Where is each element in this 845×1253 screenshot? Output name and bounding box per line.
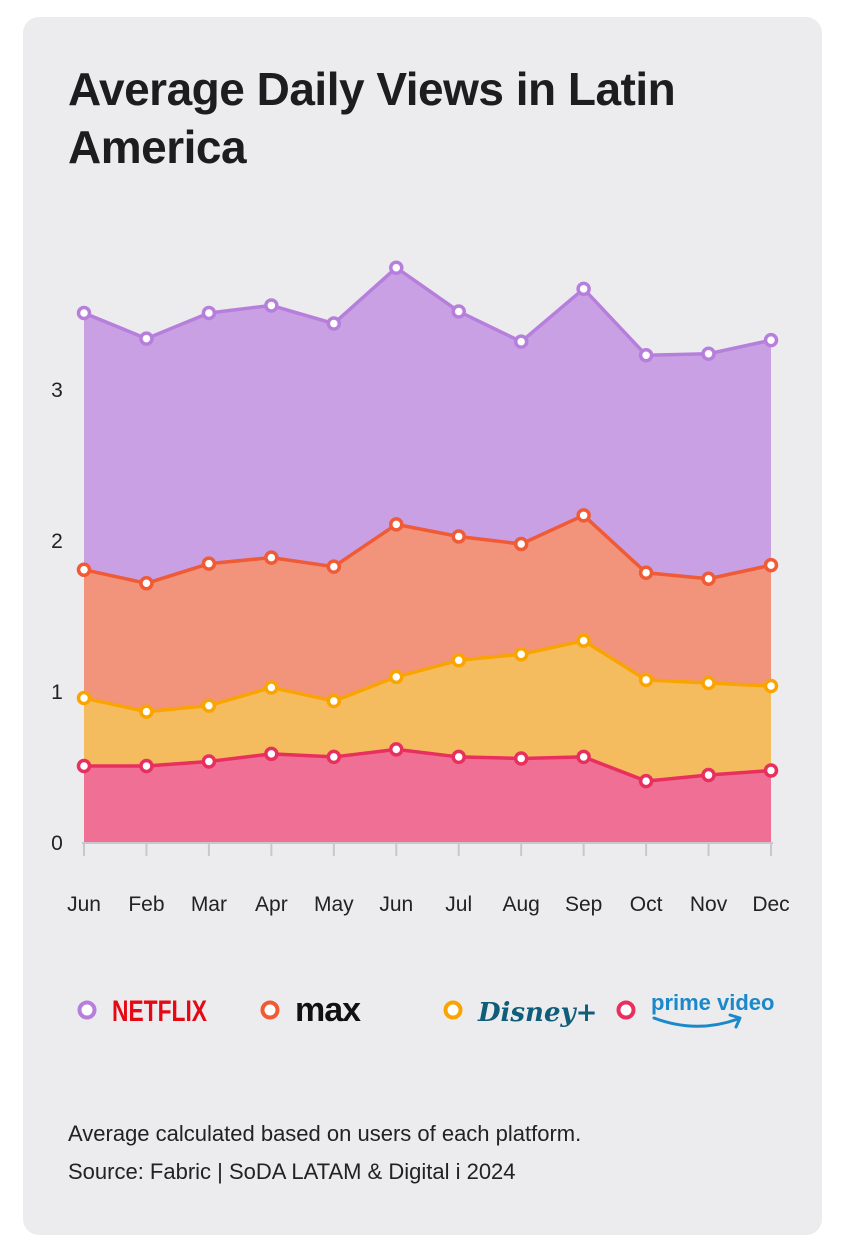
source-note: Source: Fabric | SoDA LATAM & Digital i … [68, 1159, 516, 1184]
legend-item-disney: Disney+ [443, 998, 597, 1028]
line-prime-video [84, 747, 772, 783]
point-disney [451, 653, 466, 668]
point-max [76, 562, 92, 577]
line-disney [83, 638, 772, 714]
y-tick-label: 1 [51, 681, 63, 704]
legend-marker [616, 1000, 636, 1020]
point-disney [389, 669, 404, 685]
point-prime-video [326, 749, 342, 765]
area-prime-video [84, 749, 771, 843]
legend-label: NETFLIX [112, 995, 207, 1028]
point-max [326, 559, 342, 574]
point-prime-video [264, 746, 279, 762]
point-netflix [513, 334, 529, 349]
point-netflix [76, 305, 92, 321]
point-max [763, 557, 779, 573]
point-prime-video [513, 751, 529, 766]
data-points [76, 260, 779, 789]
point-prime-video [451, 749, 466, 765]
y-tick-label: 3 [51, 379, 63, 402]
area-netflix [84, 267, 771, 584]
arrow-head-icon [728, 1013, 742, 1029]
legend-item-prime-video: prime video [616, 990, 774, 1029]
legend-item-max: max [260, 991, 362, 1029]
x-tick-label: May [314, 893, 354, 916]
point-disney [201, 698, 217, 713]
x-tick-label: Jun [379, 893, 413, 916]
x-axis-ticks: Jun Feb Mar Apr May Jun Jul Aug Sep Oct Nov Dec [67, 893, 790, 916]
point-prime-video [139, 758, 154, 774]
legend-label: max [295, 991, 361, 1029]
x-tick-label: Nov [690, 893, 728, 916]
point-disney [513, 647, 529, 662]
footnote: Average calculated based on users of eac… [68, 1121, 582, 1146]
point-netflix [201, 305, 217, 321]
point-max [638, 565, 654, 580]
point-netflix [638, 348, 654, 363]
y-tick-label: 0 [51, 832, 63, 855]
point-max [576, 508, 591, 523]
point-netflix [389, 260, 404, 275]
x-tick-label: Jun [67, 893, 101, 916]
legend: NETFLIX max Disney+ prime video [77, 990, 774, 1029]
legend-marker [260, 1000, 280, 1020]
point-disney [763, 678, 779, 694]
point-netflix [701, 346, 716, 362]
x-tick-label: Dec [752, 893, 789, 916]
point-disney [638, 672, 654, 688]
point-disney [139, 704, 154, 719]
point-disney [576, 633, 591, 648]
chart-title: Average Daily Views in Latin America [68, 63, 676, 173]
area-disney [84, 640, 771, 782]
point-disney [701, 675, 716, 691]
point-netflix [763, 332, 779, 348]
x-tick-label: Jul [445, 893, 472, 916]
line-netflix [83, 265, 772, 358]
point-prime-video [763, 763, 779, 778]
point-max [701, 571, 716, 586]
point-disney [326, 693, 342, 709]
point-max [264, 550, 279, 565]
area-layers [84, 267, 771, 843]
legend-item-netflix: NETFLIX [77, 995, 207, 1028]
line-max [83, 513, 772, 586]
point-netflix [326, 316, 342, 331]
point-max [451, 529, 466, 544]
point-netflix [139, 331, 154, 346]
point-netflix [576, 281, 591, 297]
x-tick-label: Sep [565, 893, 602, 916]
point-disney [76, 690, 92, 706]
x-tick-label: Oct [630, 893, 663, 916]
legend-marker [443, 1000, 463, 1020]
point-prime-video [638, 773, 654, 789]
point-max [389, 517, 404, 532]
x-tick-label: Mar [191, 893, 227, 916]
point-max [201, 556, 217, 571]
point-prime-video [389, 742, 404, 757]
point-max [139, 576, 154, 591]
smile-arrow-icon [652, 1016, 740, 1028]
legend-label: prime video [651, 990, 774, 1015]
x-tick-label: Feb [128, 893, 164, 916]
point-netflix [451, 304, 466, 319]
point-prime-video [76, 758, 92, 774]
x-tick-label: Aug [502, 893, 539, 916]
area-max [84, 515, 771, 712]
point-prime-video [201, 754, 217, 769]
x-tick-label: Apr [255, 893, 288, 916]
point-max [513, 536, 529, 552]
legend-label: Disney+ [477, 998, 597, 1028]
x-axis [82, 842, 773, 856]
point-disney [264, 680, 279, 695]
series-lines [83, 265, 772, 783]
y-tick-label: 2 [51, 530, 63, 553]
point-prime-video [701, 767, 716, 783]
legend-marker [77, 1000, 97, 1020]
point-prime-video [576, 749, 591, 765]
y-axis-ticks: 0 1 2 3 [51, 379, 63, 855]
point-netflix [264, 298, 279, 313]
